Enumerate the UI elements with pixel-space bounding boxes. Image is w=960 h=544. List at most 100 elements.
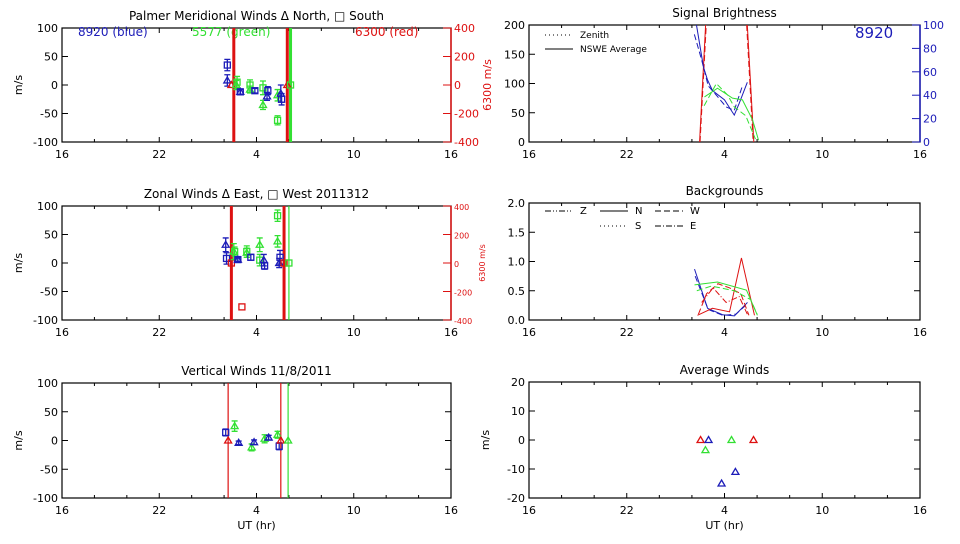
y-tick-label: 100	[37, 377, 58, 390]
blue-error-bar	[234, 257, 241, 262]
chart-title: Backgrounds	[686, 184, 764, 198]
green-triangle-point	[272, 236, 283, 245]
y-tick-label: 0	[518, 434, 525, 447]
blue-error-bar	[235, 440, 242, 446]
right-y-tick-label: 0	[454, 79, 461, 92]
panel-6: Average Winds 16 22 4 10 16 UT (hr) 20 10 0 -10 -20…	[479, 363, 927, 532]
red-series-line	[746, 24, 755, 143]
blue-triangle-point	[235, 87, 245, 95]
red-series-line	[701, 287, 748, 315]
x-tick-label: 16	[522, 326, 536, 339]
x-axis-label: UT (hr)	[237, 519, 275, 532]
chart-title: Average Winds	[680, 363, 770, 377]
x-tick-label: 4	[721, 504, 728, 517]
chart-title: Zonal Winds Δ East, □ West 2011312	[144, 187, 369, 201]
green-triangle-point	[272, 90, 283, 99]
chart-title: Palmer Meridional Winds Δ North, □ South	[129, 9, 384, 23]
blue-error-bar	[278, 92, 285, 106]
blue-series-line	[693, 34, 743, 112]
x-tick-label: 16	[55, 148, 69, 161]
panel-5: Backgrounds 16 22 4 10 16 2.0 1.5 1.0 0.5 0.0 Z N W S E	[508, 184, 928, 339]
green-triangle-point	[242, 247, 252, 256]
y-tick-label: -50	[40, 463, 58, 476]
x-axis-label: UT (hr)	[705, 519, 743, 532]
blue-square-point	[222, 428, 230, 437]
y-tick-label: -50	[40, 108, 58, 121]
x-tick-label: 10	[815, 148, 829, 161]
x-tick-label: 16	[444, 326, 458, 339]
blue-series-line	[694, 268, 748, 317]
y-tick-label: 10	[511, 405, 525, 418]
green-series-line	[694, 281, 758, 316]
red-triangle-point	[276, 435, 286, 444]
annotation: 6300 (red)	[355, 25, 418, 39]
green-triangle-point	[255, 239, 265, 248]
green-square-point	[286, 81, 295, 89]
y-tick-label: -100	[33, 314, 58, 327]
x-tick-label: 16	[913, 148, 927, 161]
x-tick-label: 22	[152, 326, 166, 339]
red-triangle-point	[223, 435, 233, 444]
red-series-line	[697, 283, 750, 316]
y-axis-label: m/s	[479, 430, 492, 450]
green-triangle-point	[258, 100, 268, 109]
red-series-line	[697, 257, 755, 316]
right-y-tick-label: -400	[454, 317, 472, 326]
red-triangle-point	[226, 80, 237, 89]
red-triangle-point	[695, 435, 706, 444]
right-y-tick-label: 100	[923, 19, 944, 32]
x-tick-label: 16	[55, 326, 69, 339]
red-series-line	[699, 24, 707, 143]
blue-triangle-point	[222, 75, 232, 84]
x-tick-label: 16	[522, 148, 536, 161]
y-axis-label: m/s	[12, 253, 25, 273]
green-triangle-point	[272, 429, 283, 438]
right-y-tick-label: 400	[454, 203, 469, 212]
y-tick-label: 1.5	[508, 226, 526, 239]
x-tick-label: 10	[347, 326, 361, 339]
blue-square-point	[260, 262, 269, 270]
y-tick-label: 100	[504, 78, 525, 91]
red-series-line	[746, 24, 754, 143]
plot-frame	[528, 381, 921, 499]
blue-triangle-point	[234, 438, 244, 446]
right-y-tick-label: 20	[923, 113, 937, 126]
right-y-tick-label: 400	[454, 22, 475, 35]
x-tick-label: 10	[347, 504, 361, 517]
y-axis-label: m/s	[12, 430, 25, 450]
right-y-tick-label: 0	[454, 260, 459, 269]
annotation: 8920	[855, 24, 893, 42]
x-tick-label: 22	[620, 504, 634, 517]
blue-square-point	[251, 87, 259, 95]
y-tick-label: -50	[40, 286, 58, 299]
green-square-point	[230, 247, 239, 256]
green-square-point	[233, 78, 241, 86]
legend-label: Z	[580, 206, 587, 217]
legend-label: Zenith	[580, 31, 609, 41]
x-tick-label: 22	[152, 148, 166, 161]
y-tick-label: -100	[33, 136, 58, 149]
legend-label: W	[690, 206, 700, 217]
y-tick-label: 50	[44, 51, 58, 64]
y-tick-label: -20	[507, 492, 525, 505]
green-triangle-point	[229, 421, 240, 430]
y-tick-label: 100	[37, 200, 58, 213]
blue-triangle-point	[221, 239, 231, 248]
blue-series-line	[694, 275, 747, 316]
x-tick-label: 10	[815, 504, 829, 517]
y-tick-label: -100	[33, 492, 58, 505]
chart-title: Signal Brightness	[672, 6, 777, 20]
y-axis-label: m/s	[12, 75, 25, 95]
y-tick-label: 20	[511, 376, 525, 389]
y-tick-label: 0	[518, 136, 525, 149]
y-tick-label: 1.0	[508, 256, 526, 269]
right-y-tick-label: 200	[454, 51, 475, 64]
green-triangle-point	[283, 435, 293, 444]
annotation: 8920 (blue)	[78, 25, 148, 39]
x-tick-label: 22	[620, 326, 634, 339]
plot-frame	[528, 24, 921, 143]
green-series-line	[696, 285, 758, 315]
green-square-point	[273, 116, 282, 124]
x-tick-label: 4	[253, 504, 260, 517]
